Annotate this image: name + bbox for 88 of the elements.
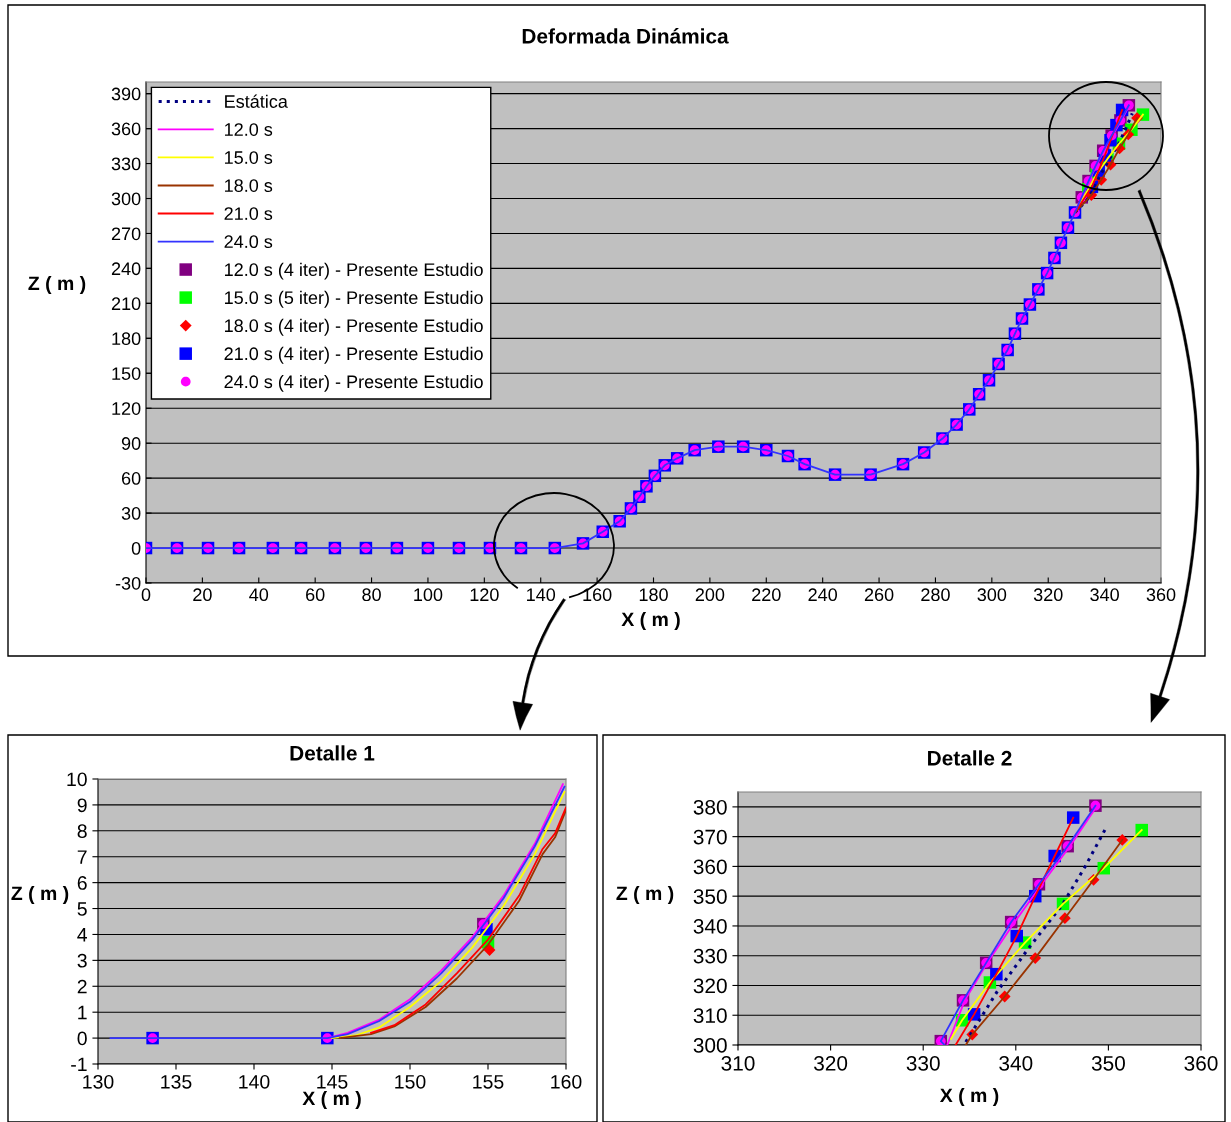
y-tick-label: 90 [121, 437, 141, 450]
x-tick-label: 350 [1091, 1055, 1125, 1071]
legend-label: 24.0 s [224, 235, 273, 249]
x-tick-label: 60 [306, 588, 325, 602]
y-tick-label: 2 [77, 979, 87, 994]
y-tick-label: 120 [112, 402, 141, 415]
y-tick-label: -30 [115, 576, 141, 590]
y-tick-label: 8 [77, 824, 87, 839]
y-tick-label: 3 [77, 953, 87, 968]
y-tick-label: 150 [112, 367, 141, 380]
x-axis-title: X ( m ) [621, 611, 680, 631]
x-tick-label: 180 [639, 588, 668, 602]
x-tick-label: 330 [906, 1055, 940, 1071]
x-tick-label: 155 [473, 1075, 504, 1089]
chart-title: Detalle 1 [290, 745, 375, 761]
y-tick-label: 10 [67, 772, 87, 787]
x-tick-label: 0 [141, 588, 151, 602]
x-tick-label: 160 [583, 588, 612, 602]
legend-label: 21.0 s [224, 207, 273, 220]
x-tick-label: 280 [921, 588, 950, 602]
x-tick-label: 320 [814, 1055, 848, 1071]
y-axis-title: Z ( m ) [11, 885, 69, 905]
y-tick-label: 350 [693, 889, 727, 904]
y-tick-label: 370 [693, 829, 727, 845]
legend-label: 15.0 s (5 iter) - Presente Estudio [225, 290, 483, 308]
x-axis-title: X ( m ) [939, 1087, 999, 1107]
y-tick-label: 1 [78, 1005, 87, 1020]
y-tick-label: 340 [693, 918, 727, 934]
x-tick-label: 220 [752, 588, 781, 602]
x-tick-label: 20 [193, 588, 212, 602]
x-tick-label: 320 [1033, 588, 1063, 602]
x-tick-label: 340 [1090, 588, 1119, 602]
y-axis-title: Z ( m ) [28, 275, 86, 295]
legend-label: 18.0 s (4 iter) - Presente Estudio [225, 318, 483, 336]
y-tick-label: 390 [111, 87, 141, 101]
x-tick-label: 100 [414, 588, 443, 602]
y-tick-label: 300 [693, 1038, 727, 1053]
x-tick-label: 140 [239, 1074, 270, 1089]
y-tick-label: 4 [77, 928, 88, 942]
y-tick-label: 360 [693, 859, 727, 875]
x-tick-label: 150 [395, 1074, 426, 1089]
x-tick-label: 360 [1184, 1055, 1218, 1071]
y-tick-label: 210 [111, 297, 141, 311]
x-tick-label: 40 [249, 588, 269, 602]
y-axis-title: Z ( m ) [616, 885, 674, 905]
legend-label: 15.0 s [225, 151, 273, 164]
x-tick-label: 340 [999, 1055, 1033, 1071]
x-tick-label: 200 [695, 588, 725, 602]
x-tick-label: 260 [864, 588, 894, 602]
legend-label: 18.0 s [225, 179, 273, 192]
chart-title: Deformada Dinámica [522, 28, 729, 44]
y-tick-label: 6 [77, 876, 87, 890]
chart-title: Detalle 2 [928, 750, 1012, 766]
y-tick-label: 30 [121, 507, 141, 520]
y-tick-label: 5 [77, 902, 87, 916]
y-tick-label: 270 [111, 227, 141, 241]
y-tick-label: 320 [693, 978, 727, 994]
y-tick-label: 180 [112, 332, 141, 346]
y-tick-label: 9 [77, 798, 87, 813]
x-tick-label: 140 [527, 588, 556, 602]
x-tick-label: 160 [551, 1074, 582, 1089]
legend-label: 21.0 s (4 iter) - Presente Estudio [224, 346, 483, 364]
legend-label: Estática [225, 94, 288, 108]
x-tick-label: 135 [161, 1074, 192, 1089]
x-tick-label: 240 [808, 588, 838, 602]
legend-label: 24.0 s (4 iter) - Presente Estudio [224, 374, 483, 392]
x-tick-label: 300 [977, 588, 1007, 602]
y-tick-label: 330 [111, 157, 141, 171]
y-tick-label: 380 [693, 799, 727, 815]
x-tick-label: 120 [470, 588, 499, 602]
x-tick-label: 310 [721, 1055, 755, 1071]
y-tick-label: 7 [77, 850, 87, 864]
x-axis-title: X ( m ) [302, 1090, 361, 1110]
x-tick-label: 130 [83, 1074, 114, 1089]
y-tick-label: 360 [111, 122, 141, 136]
x-tick-label: 145 [317, 1075, 348, 1089]
y-tick-label: 60 [121, 472, 141, 485]
legend-label: 12.0 s (4 iter) - Presente Estudio [225, 262, 483, 280]
y-tick-label: 330 [693, 948, 727, 964]
y-tick-label: 0 [77, 1031, 87, 1046]
x-tick-label: 360 [1146, 588, 1176, 602]
x-tick-label: 80 [362, 588, 381, 602]
y-tick-label: 300 [111, 192, 141, 206]
y-tick-label: 0 [131, 541, 141, 555]
legend-label: 12.0 s [225, 123, 273, 136]
y-tick-label: 240 [111, 262, 141, 276]
y-tick-label: 310 [693, 1008, 727, 1023]
y-tick-label: -1 [71, 1057, 87, 1072]
